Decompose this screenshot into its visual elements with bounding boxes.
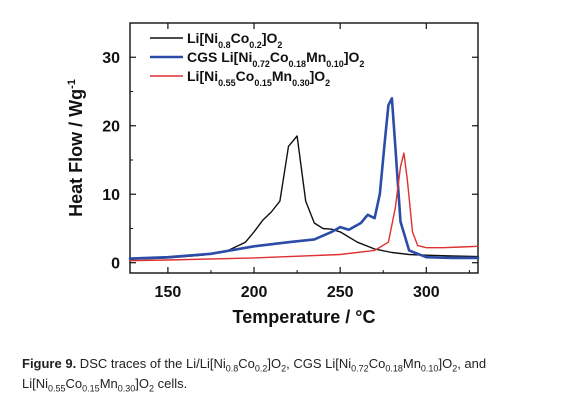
caption-label: Figure 9. xyxy=(22,356,77,371)
legend-subscript: 0.30 xyxy=(292,78,310,88)
caption-text-part: Mn xyxy=(99,376,118,391)
caption-text: DSC traces of the Li/Li[Ni0.8Co0.2]O2, C… xyxy=(22,356,487,394)
series-line-3 xyxy=(129,152,479,262)
caption-subscript: 2 xyxy=(452,363,458,374)
series-line-2 xyxy=(128,97,480,260)
x-tick-label: 250 xyxy=(327,284,354,301)
legend-subscript: 2 xyxy=(277,40,282,50)
legend-subscript: 0.72 xyxy=(252,59,270,69)
legend-text-part: Li[Ni xyxy=(187,30,218,46)
caption-subscript: 0.30 xyxy=(117,383,136,394)
y-axis-title-exponent: -1 xyxy=(66,79,78,89)
legend-text-part: Co xyxy=(231,30,250,46)
legend-label-2: CGS Li[Ni0.72Co0.18Mn0.10]O2 xyxy=(187,49,364,69)
y-tick-label: 30 xyxy=(102,50,120,67)
legend-text-part: Mn xyxy=(306,49,326,65)
plot-frame xyxy=(129,22,479,274)
legend-label-3: Li[Ni0.55Co0.15Mn0.30]O2 xyxy=(187,68,330,88)
legend-subscript: 0.15 xyxy=(254,78,272,88)
caption-subscript: 0.72 xyxy=(351,363,369,374)
caption-subscript: 0.55 xyxy=(48,383,66,394)
legend-subscript: 0.2 xyxy=(249,40,262,50)
caption-subscript: 2 xyxy=(281,363,287,374)
caption-text-part: cells. xyxy=(154,376,188,391)
legend-subscript: 0.8 xyxy=(218,40,231,50)
caption-text-part: ]O xyxy=(267,356,282,371)
caption-text-part: Co xyxy=(238,356,255,371)
caption-text-part: Co xyxy=(368,356,386,371)
x-tick-label: 200 xyxy=(241,284,268,301)
caption-text-part: DSC traces of the Li/Li[Ni xyxy=(76,356,226,371)
caption-subscript: 0.10 xyxy=(420,363,439,374)
legend-subscript: 0.55 xyxy=(218,78,236,88)
legend-label-1: Li[Ni0.8Co0.2]O2 xyxy=(187,30,282,50)
y-tick-label: 0 xyxy=(111,256,120,273)
caption-text-part: ]O xyxy=(438,356,453,371)
caption-text-part: , CGS Li[Ni xyxy=(286,356,352,371)
caption-text-part: Mn xyxy=(402,356,421,371)
legend-text-part: ]O xyxy=(310,68,326,84)
legend-text-part: Co xyxy=(236,68,255,84)
legend-text-part: Li[Ni xyxy=(187,68,218,84)
figure-caption: Figure 9. DSC traces of the Li/Li[Ni0.8C… xyxy=(22,354,552,394)
y-tick-label: 10 xyxy=(102,187,120,204)
plot-border xyxy=(129,22,479,274)
caption-text-part: Co xyxy=(65,376,83,391)
x-axis-title: Temperature / °C xyxy=(233,307,376,327)
legend-subscript: 0.10 xyxy=(326,59,344,69)
legend-text-part: ]O xyxy=(344,49,360,65)
legend-text-part: Mn xyxy=(272,68,292,84)
y-axis-title: Heat Flow / Wg-1 xyxy=(66,79,86,217)
caption-text-part: ]O xyxy=(135,376,150,391)
caption-subscript: 0.2 xyxy=(254,363,268,374)
x-tick-label: 150 xyxy=(155,284,182,301)
y-tick-label: 20 xyxy=(102,119,120,136)
caption-text-part: , and Li[Ni xyxy=(22,356,487,391)
legend-subscript: 0.18 xyxy=(289,59,307,69)
caption-subscript: 0.18 xyxy=(385,363,403,374)
series-line-1 xyxy=(129,135,479,260)
legend-text-part: ]O xyxy=(262,30,278,46)
caption-subscript: 0.8 xyxy=(225,363,239,374)
x-tick-label: 300 xyxy=(413,284,440,301)
legend-text-part: Co xyxy=(270,49,289,65)
series-layer xyxy=(128,97,480,262)
axis-layer: 150 200 250 300 0 10 20 30 xyxy=(102,23,478,301)
legend-subscript: 2 xyxy=(359,59,364,69)
caption-subscript: 0.15 xyxy=(82,383,100,394)
legend-text-part: CGS Li[Ni xyxy=(187,49,252,65)
caption-subscript: 2 xyxy=(149,383,155,394)
legend-subscript: 2 xyxy=(325,78,330,88)
